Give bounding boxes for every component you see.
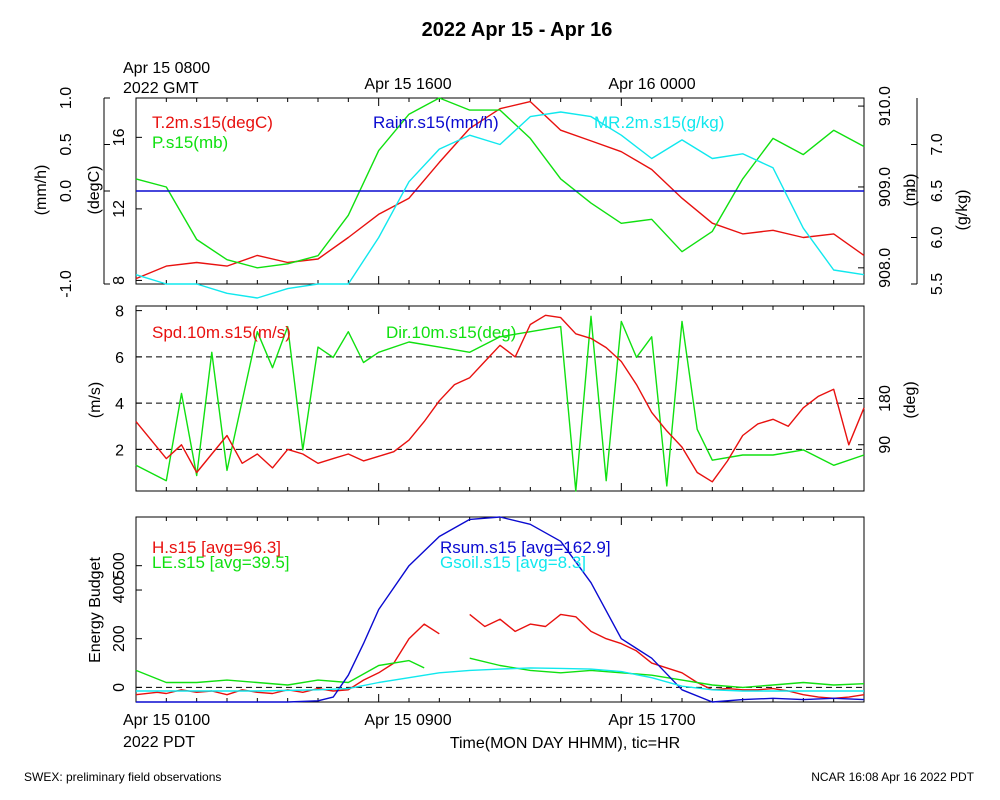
top-series-3	[135, 111, 865, 299]
bottom-series-0	[135, 613, 865, 699]
top-legend-entry: Rainr.s15(mm/h)	[373, 113, 499, 132]
top-series-0	[135, 100, 865, 280]
energy-tick-label: 0	[111, 683, 128, 692]
top-panel: Apr 15 0800 2022 GMT Apr 15 1600 Apr 16 000…	[33, 60, 971, 299]
speed-tick-label: 2	[115, 442, 124, 459]
bottom-series-3	[136, 667, 864, 692]
speed-tick-label: 4	[115, 396, 124, 413]
dir-tick-label: 90	[877, 436, 894, 454]
bottom-series-2	[136, 516, 865, 703]
middle-legend-entry: Dir.10m.s15(deg)	[386, 323, 516, 342]
middle-legend-entry: Spd.10m.s15(m/s)	[152, 323, 291, 342]
middle-panel: 2 4 6 8 (m/s) 90 180 (deg) Spd.10m.s15(m/s) Dir.1…	[87, 304, 919, 492]
mr-axis-label: (g/kg)	[954, 190, 971, 231]
pressure-axis-label: (mb)	[902, 174, 919, 207]
mr-tick-label: 6.5	[929, 180, 946, 202]
top-legend-entry: T.2m.s15(degC)	[152, 113, 273, 132]
footer-left: SWEX: preliminary field observations	[24, 770, 221, 784]
rain-tick-label: 0.5	[58, 133, 75, 155]
energy-tick-label: 400	[111, 577, 128, 604]
mr-tick-label: 6.0	[929, 226, 946, 248]
pressure-tick-label: 909.0	[877, 167, 894, 207]
pressure-tick-label: 910.0	[877, 86, 894, 126]
rain-tick-label: 1.0	[58, 87, 75, 109]
top-legend-entry: MR.2m.s15(g/kg)	[594, 113, 724, 132]
temp-tick-label: 12	[111, 200, 128, 218]
temp-tick-label: 16	[111, 128, 128, 146]
x-tick-label: Apr 15 1700	[608, 712, 695, 729]
x-tick-label: Apr 15 0100	[123, 712, 210, 729]
energy-tick-label: 200	[111, 625, 128, 652]
rain-axis-label: (mm/h)	[33, 165, 50, 216]
x-tick-label: Apr 15 0900	[364, 712, 451, 729]
top-series-1	[135, 97, 865, 269]
mr-tick-label: 5.5	[929, 273, 946, 295]
rain-tick-label: -1.0	[58, 270, 75, 298]
dir-axis-label: (deg)	[902, 381, 919, 418]
top-axis-tick-label: Apr 15 1600	[364, 76, 451, 93]
top-axis-tick-label: Apr 16 0000	[608, 76, 695, 93]
temp-tick-label: 8	[111, 276, 128, 285]
bottom-legend-entry: H.s15 [avg=96.3]	[152, 538, 281, 557]
temp-axis-label: (degC)	[86, 166, 103, 215]
chart-title: 2022 Apr 15 - Apr 16	[422, 19, 613, 41]
top-legend-entry: P.s15(mb)	[152, 133, 228, 152]
bottom-legend-entry: Gsoil.s15 [avg=8.3]	[440, 553, 586, 572]
x-axis-label: Time(MON DAY HHMM), tic=HR	[450, 735, 680, 752]
rain-tick-label: 0.0	[58, 180, 75, 202]
bottom-legend-entry: LE.s15 [avg=39.5]	[152, 553, 290, 572]
bottom-legend-entry: Rsum.s15 [avg=162.9]	[440, 538, 611, 557]
top-axis-tick-label: Apr 15 0800	[123, 60, 210, 77]
speed-tick-label: 8	[115, 304, 124, 321]
energy-axis-label: Energy Budget	[87, 557, 104, 663]
x-tick-label: 2022 PDT	[123, 734, 195, 751]
middle-series-1	[135, 315, 865, 492]
footer-right: NCAR 16:08 Apr 16 2022 PDT	[811, 770, 974, 784]
bottom-series-1	[135, 657, 865, 689]
dir-tick-label: 180	[877, 385, 894, 412]
speed-tick-label: 6	[115, 350, 124, 367]
pressure-tick-label: 908.0	[877, 248, 894, 288]
mr-tick-label: 7.0	[929, 133, 946, 155]
middle-series-0	[135, 314, 865, 483]
speed-axis-label: (m/s)	[87, 382, 104, 418]
top-axis-tick-label: 2022 GMT	[123, 80, 199, 97]
energy-tick-label: 500	[111, 552, 128, 579]
